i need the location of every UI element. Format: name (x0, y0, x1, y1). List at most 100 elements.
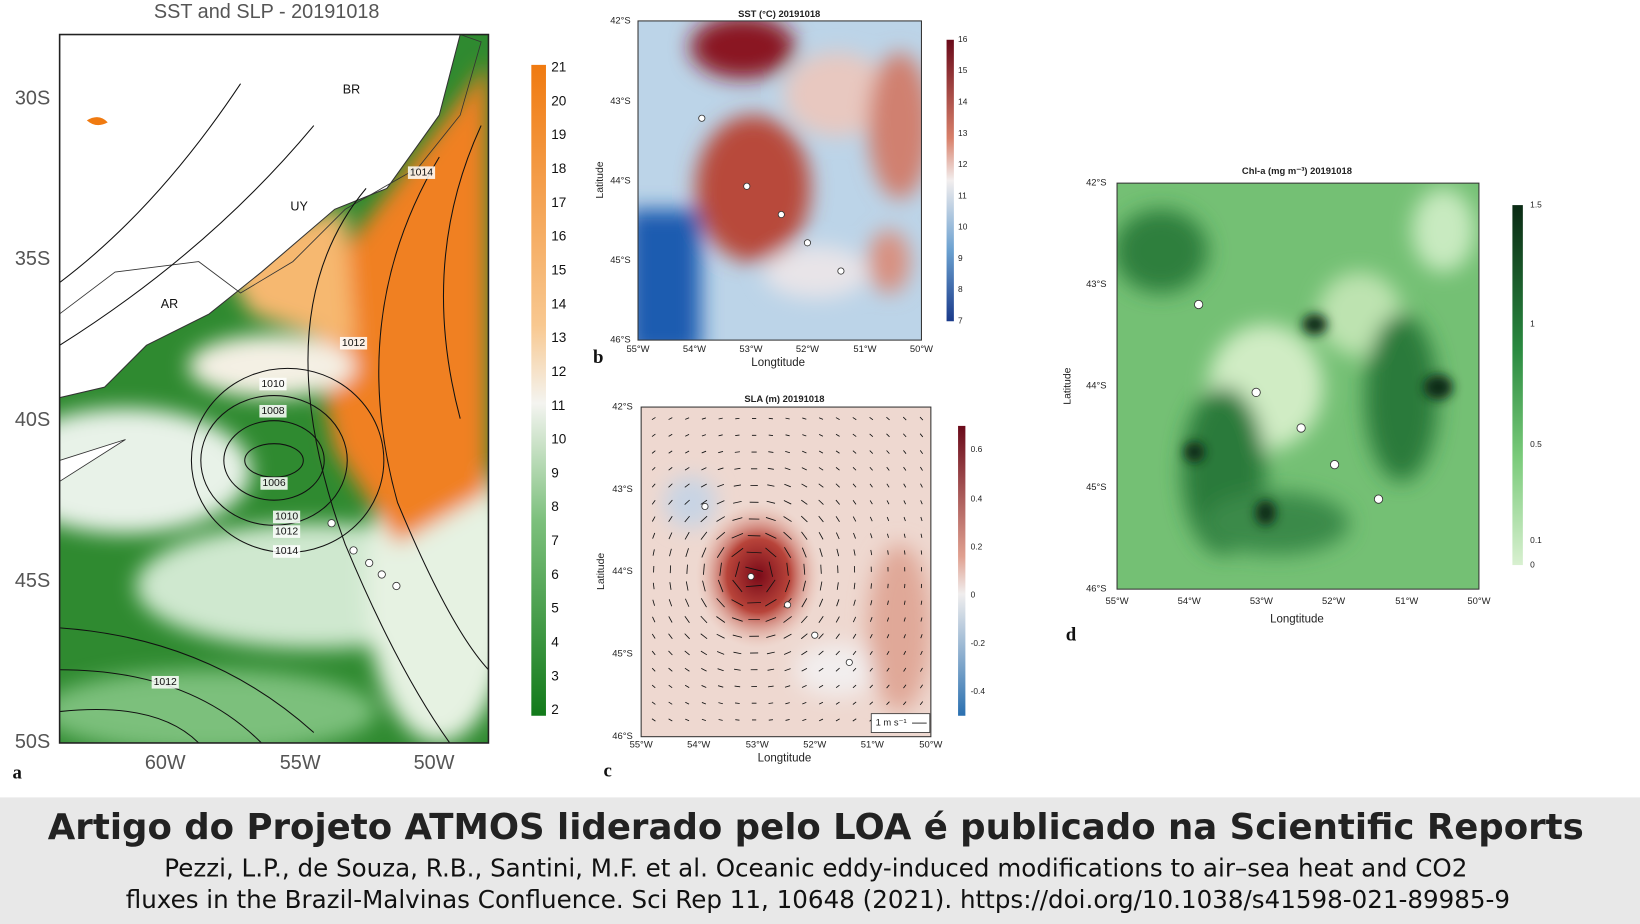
current-arrow (668, 532, 673, 540)
current-arrow (651, 467, 656, 471)
current-arrow (734, 668, 741, 671)
y-tick-label: 30S (15, 88, 50, 110)
panel-letter: d (1066, 625, 1077, 646)
current-arrow (886, 466, 890, 471)
current-arrow (835, 718, 840, 722)
current-arrow (903, 533, 906, 538)
colorbar-label: 10 (551, 432, 567, 447)
current-arrow (700, 483, 707, 488)
current-arrow (668, 516, 673, 523)
current-arrow (919, 433, 924, 438)
current-arrow (818, 684, 824, 689)
current-arrow (801, 685, 807, 688)
current-arrow (886, 416, 890, 421)
colorbar-label: 13 (551, 330, 566, 345)
current-arrow (886, 667, 890, 672)
y-tick-label: 43°S (1086, 278, 1106, 289)
current-arrow (700, 499, 708, 505)
colorbar-label: 0.1 (1530, 535, 1542, 545)
current-arrow (903, 701, 907, 706)
y-tick-label: 45S (15, 570, 50, 592)
current-arrow (731, 617, 743, 622)
frame-d (1116, 182, 1480, 590)
current-arrow (852, 650, 857, 656)
colorbar-label: 11 (551, 398, 565, 413)
current-arrow (765, 598, 777, 607)
colorbar-label: 18 (551, 161, 566, 176)
current-arrow (903, 617, 906, 622)
current-arrow (869, 651, 873, 655)
current-arrow (920, 500, 923, 505)
current-arrow (920, 650, 923, 656)
current-arrow (766, 634, 776, 638)
current-arrow (920, 600, 923, 605)
colorbar-label: -0.2 (971, 638, 986, 648)
current-arrow (668, 718, 673, 722)
current-arrow (818, 650, 824, 656)
colorbar-c (958, 425, 966, 716)
current-arrow (785, 719, 790, 721)
contour-label-bg (272, 525, 301, 538)
contour-label-bg (259, 377, 287, 391)
current-arrow (784, 547, 792, 558)
current-arrow (668, 599, 673, 607)
current-arrow (668, 417, 673, 420)
y-tick-label: 44°S (1086, 380, 1106, 391)
current-arrow (818, 515, 824, 523)
current-arrow (835, 701, 840, 705)
current-arrow (886, 617, 890, 622)
contour-label: 1012 (275, 526, 298, 537)
current-arrow (652, 549, 655, 556)
current-arrow (684, 467, 690, 471)
frame-a (58, 33, 490, 744)
current-arrow (716, 616, 726, 623)
current-arrow (783, 616, 792, 623)
colorbar-label: 19 (551, 127, 566, 142)
x-tick-label: 50°W (919, 739, 942, 750)
current-arrow (765, 617, 777, 622)
x-tick-label: 53°W (746, 739, 769, 750)
panel-letter: c (603, 761, 611, 782)
current-arrow (801, 483, 808, 488)
current-arrow (784, 467, 791, 471)
contour-label: 1008 (261, 406, 284, 417)
contour-label: 1014 (410, 167, 433, 178)
y-tick-label: 44°S (612, 565, 632, 576)
current-arrow (886, 650, 890, 655)
colorbar-label: 14 (551, 296, 567, 311)
y-tick-label: 45°S (612, 648, 632, 659)
current-arrow (668, 483, 673, 488)
current-arrow (745, 584, 763, 588)
current-arrow (835, 667, 840, 672)
scale-box (870, 713, 931, 733)
current-arrow (920, 634, 923, 639)
y-tick-label: 44°S (610, 175, 630, 186)
current-arrow (852, 633, 857, 639)
panel-title: SST (°C) 20191018 (738, 8, 820, 19)
current-arrow (886, 684, 890, 689)
current-arrow (685, 718, 690, 722)
current-arrow (801, 499, 808, 505)
current-arrow (835, 483, 840, 488)
current-arrow (766, 579, 776, 593)
current-arrow (818, 417, 824, 420)
current-arrow (717, 579, 724, 593)
current-arrow (870, 549, 873, 556)
current-arrow (700, 515, 708, 523)
current-arrow (818, 434, 824, 437)
current-arrow (886, 483, 890, 488)
current-arrow (818, 450, 824, 454)
contour-label-bg (339, 336, 368, 350)
current-arrow (802, 702, 807, 705)
colorbar-label: 11 (958, 190, 967, 200)
current-arrow (836, 548, 840, 557)
current-arrow (869, 701, 874, 705)
current-arrow (685, 701, 690, 705)
current-arrow (701, 417, 707, 420)
current-arrow (852, 499, 857, 505)
colorbar-label: 13 (958, 128, 968, 138)
current-arrow (852, 701, 857, 705)
y-tick-label: 35S (15, 248, 50, 270)
x-tick-label: 55W (280, 752, 321, 774)
